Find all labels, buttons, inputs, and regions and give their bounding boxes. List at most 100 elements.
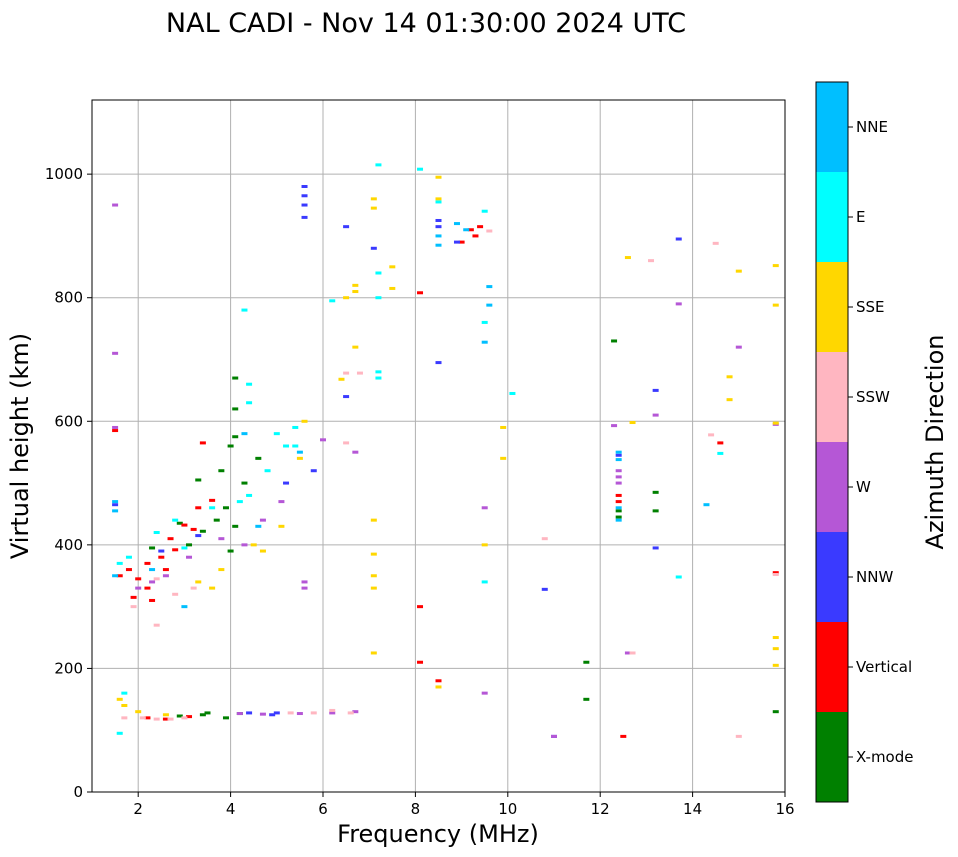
data-point [287, 711, 294, 715]
data-point [708, 433, 715, 437]
data-point [675, 302, 682, 306]
colorbar-segment [816, 352, 848, 442]
data-point [139, 716, 146, 720]
data-point [116, 574, 123, 578]
data-point [135, 710, 142, 714]
data-point [481, 543, 488, 547]
data-point [343, 225, 350, 229]
colorbar-tick-label: NNE [856, 118, 888, 136]
data-point [278, 500, 285, 504]
data-point [278, 524, 285, 528]
data-point [264, 469, 271, 473]
data-point [176, 714, 183, 718]
data-point [162, 713, 169, 717]
data-point [199, 529, 206, 533]
data-point [320, 438, 326, 442]
data-point [222, 716, 229, 720]
data-point [500, 456, 507, 460]
data-point [435, 679, 442, 683]
data-point [246, 711, 253, 715]
data-point [222, 506, 229, 510]
data-point [417, 605, 424, 609]
data-point [112, 203, 119, 207]
x-tick-label: 8 [411, 800, 421, 818]
x-tick-label: 4 [226, 800, 236, 818]
data-point [310, 711, 317, 715]
y-axis: 0 200 400 600 800 1000 [45, 165, 92, 801]
data-point [121, 716, 128, 720]
data-point [477, 225, 484, 229]
data-point [283, 481, 290, 485]
colorbar-segment [816, 172, 848, 262]
data-point [389, 265, 396, 269]
data-point [717, 451, 724, 455]
data-point [186, 715, 193, 719]
data-point [712, 241, 719, 245]
data-point [370, 574, 377, 578]
y-tick-label: 400 [54, 536, 83, 554]
data-point [352, 345, 359, 349]
data-point [296, 456, 303, 460]
data-point [435, 197, 442, 201]
data-point [158, 549, 165, 553]
data-point [283, 444, 290, 448]
data-point [153, 717, 160, 721]
data-point [176, 521, 183, 525]
data-point [551, 734, 557, 738]
data-point [435, 218, 442, 222]
data-point [338, 377, 345, 381]
data-point [486, 229, 493, 233]
data-point [370, 206, 377, 210]
data-point [329, 708, 336, 712]
data-point [135, 586, 142, 590]
data-point [615, 458, 622, 462]
x-tick-label: 16 [775, 800, 794, 818]
data-point [652, 490, 659, 494]
data-point [615, 509, 622, 513]
data-point [259, 518, 266, 522]
data-point [259, 549, 266, 553]
data-point [435, 225, 442, 229]
data-point [296, 450, 303, 454]
data-point [232, 524, 239, 528]
colorbar-segment [816, 262, 848, 352]
data-point [255, 524, 262, 528]
y-tick-label: 800 [54, 289, 83, 307]
data-point [195, 478, 202, 482]
colorbar-segment [816, 532, 848, 622]
data-point [172, 592, 179, 596]
data-point [232, 435, 239, 439]
data-point [486, 285, 493, 289]
data-point [236, 500, 243, 504]
data-point [172, 548, 179, 552]
data-point [389, 286, 396, 290]
data-point [241, 481, 248, 485]
data-point [652, 413, 659, 417]
data-point [615, 481, 622, 485]
data-point [472, 234, 479, 238]
data-point [343, 371, 350, 375]
data-point [481, 691, 488, 695]
data-point [583, 660, 590, 664]
y-tick-label: 200 [54, 659, 83, 677]
data-point [629, 651, 636, 655]
data-point [481, 209, 488, 213]
data-point [352, 283, 359, 287]
data-point [329, 711, 336, 715]
data-point [246, 493, 253, 497]
data-point [149, 598, 156, 602]
data-point [375, 296, 382, 300]
data-point [481, 340, 488, 344]
data-point [615, 475, 622, 479]
data-point [273, 432, 280, 436]
data-point [343, 296, 350, 300]
data-point [190, 527, 197, 531]
data-point [624, 651, 631, 655]
data-point [615, 453, 622, 457]
data-point [269, 713, 276, 717]
data-point [343, 395, 350, 399]
data-point [329, 299, 336, 303]
colorbar-tick-label: NNW [856, 568, 893, 586]
data-point [195, 580, 202, 584]
data-point [615, 515, 622, 519]
